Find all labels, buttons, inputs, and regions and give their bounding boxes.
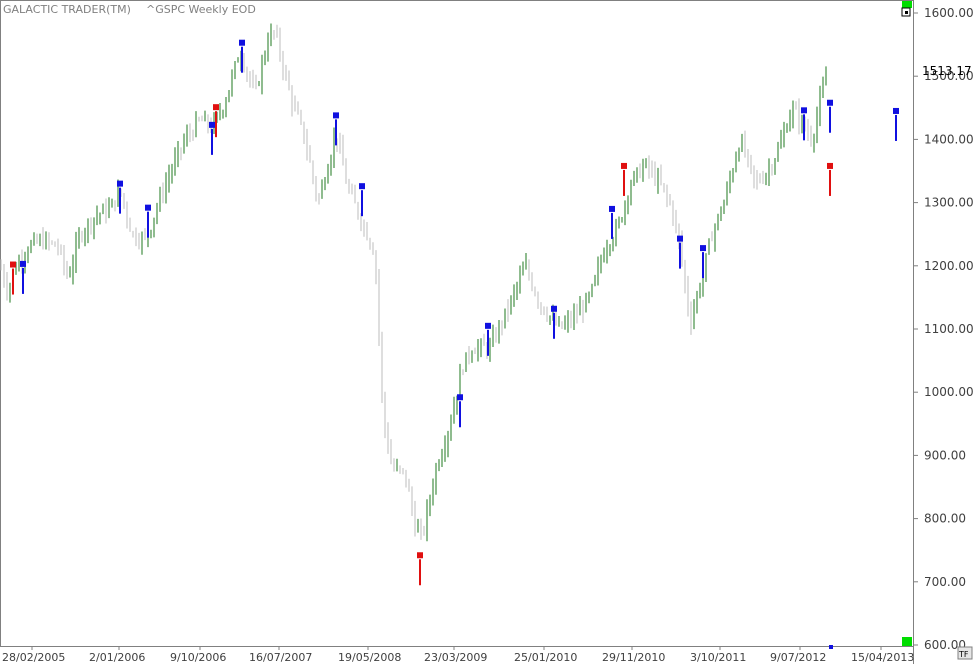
x-tick-label: 19/05/2008 (338, 651, 401, 664)
x-tick-label: 9/07/2012 (770, 651, 826, 664)
x-tick-label: 2/01/2006 (89, 651, 145, 664)
y-tick-label: 700.00 (924, 575, 966, 589)
blue-signal-marker (893, 107, 899, 114)
zoom-toggle-dot (905, 11, 908, 14)
blue-signal-marker (609, 205, 615, 212)
y-tick-label: 1000.00 (924, 385, 974, 399)
tf-button-label: TF (958, 650, 969, 659)
x-tick-label: 29/11/2010 (602, 651, 665, 664)
red-signal-marker (621, 162, 627, 169)
x-tick-label: 23/03/2009 (424, 651, 487, 664)
y-tick-label: 1400.00 (924, 132, 974, 146)
y-tick-label: 1200.00 (924, 259, 974, 273)
bottom-green-box[interactable] (902, 637, 912, 646)
y-tick-label: 1600.00 (924, 6, 974, 20)
red-signal-marker (827, 162, 833, 169)
y-tick-label: 1100.00 (924, 322, 974, 336)
top-green-box[interactable] (902, 1, 912, 8)
blue-signal-marker (700, 245, 706, 252)
red-signal-marker (213, 104, 219, 111)
blue-signal-marker (145, 204, 151, 211)
x-tick-label: 25/01/2010 (514, 651, 577, 664)
y-tick-label: 600.00 (924, 638, 966, 652)
x-tick-label: 16/07/2007 (249, 651, 312, 664)
blue-signal-marker (20, 260, 26, 267)
ohlc-bars (0, 23, 827, 542)
blue-signal-marker (359, 183, 365, 190)
y-tick-label: 900.00 (924, 448, 966, 462)
x-tick-label: 9/10/2006 (170, 651, 226, 664)
y-axis: 1600.00 1500.00 1400.00 1300.00 1200.00 1100.… (913, 6, 974, 652)
x-axis: 28/02/2005 2/01/2006 9/10/2006 16/07/2007 19… (2, 646, 914, 664)
blue-signal-marker (457, 394, 463, 401)
blue-signal-marker (333, 112, 339, 119)
plot-area (0, 0, 914, 647)
blue-signal-marker (485, 322, 491, 329)
last-price-label: 1513.17 (922, 64, 972, 78)
x-tick-label: 15/04/2013 (851, 651, 914, 664)
red-signal-marker (417, 552, 423, 559)
bottom-marker (829, 645, 833, 649)
y-tick-label: 800.00 (924, 512, 966, 526)
app-title: GALACTIC TRADER(TM) (3, 3, 131, 16)
red-signal-marker (10, 261, 16, 268)
tf-button[interactable] (957, 646, 973, 660)
blue-signal-marker (239, 39, 245, 46)
blue-signal-marker (801, 107, 807, 114)
x-tick-label: 28/02/2005 (2, 651, 65, 664)
symbol-label: ^GSPC Weekly EOD (146, 3, 256, 16)
blue-signal-marker (117, 180, 123, 187)
blue-signal-marker (209, 121, 215, 128)
blue-signal-marker (551, 305, 557, 312)
blue-signal-marker (677, 235, 683, 242)
y-tick-label: 1300.00 (924, 196, 974, 210)
blue-signal-marker (827, 99, 833, 106)
signal-markers (10, 39, 899, 586)
x-tick-label: 3/10/2011 (690, 651, 746, 664)
y-tick-label: 1500.00 (924, 69, 974, 83)
